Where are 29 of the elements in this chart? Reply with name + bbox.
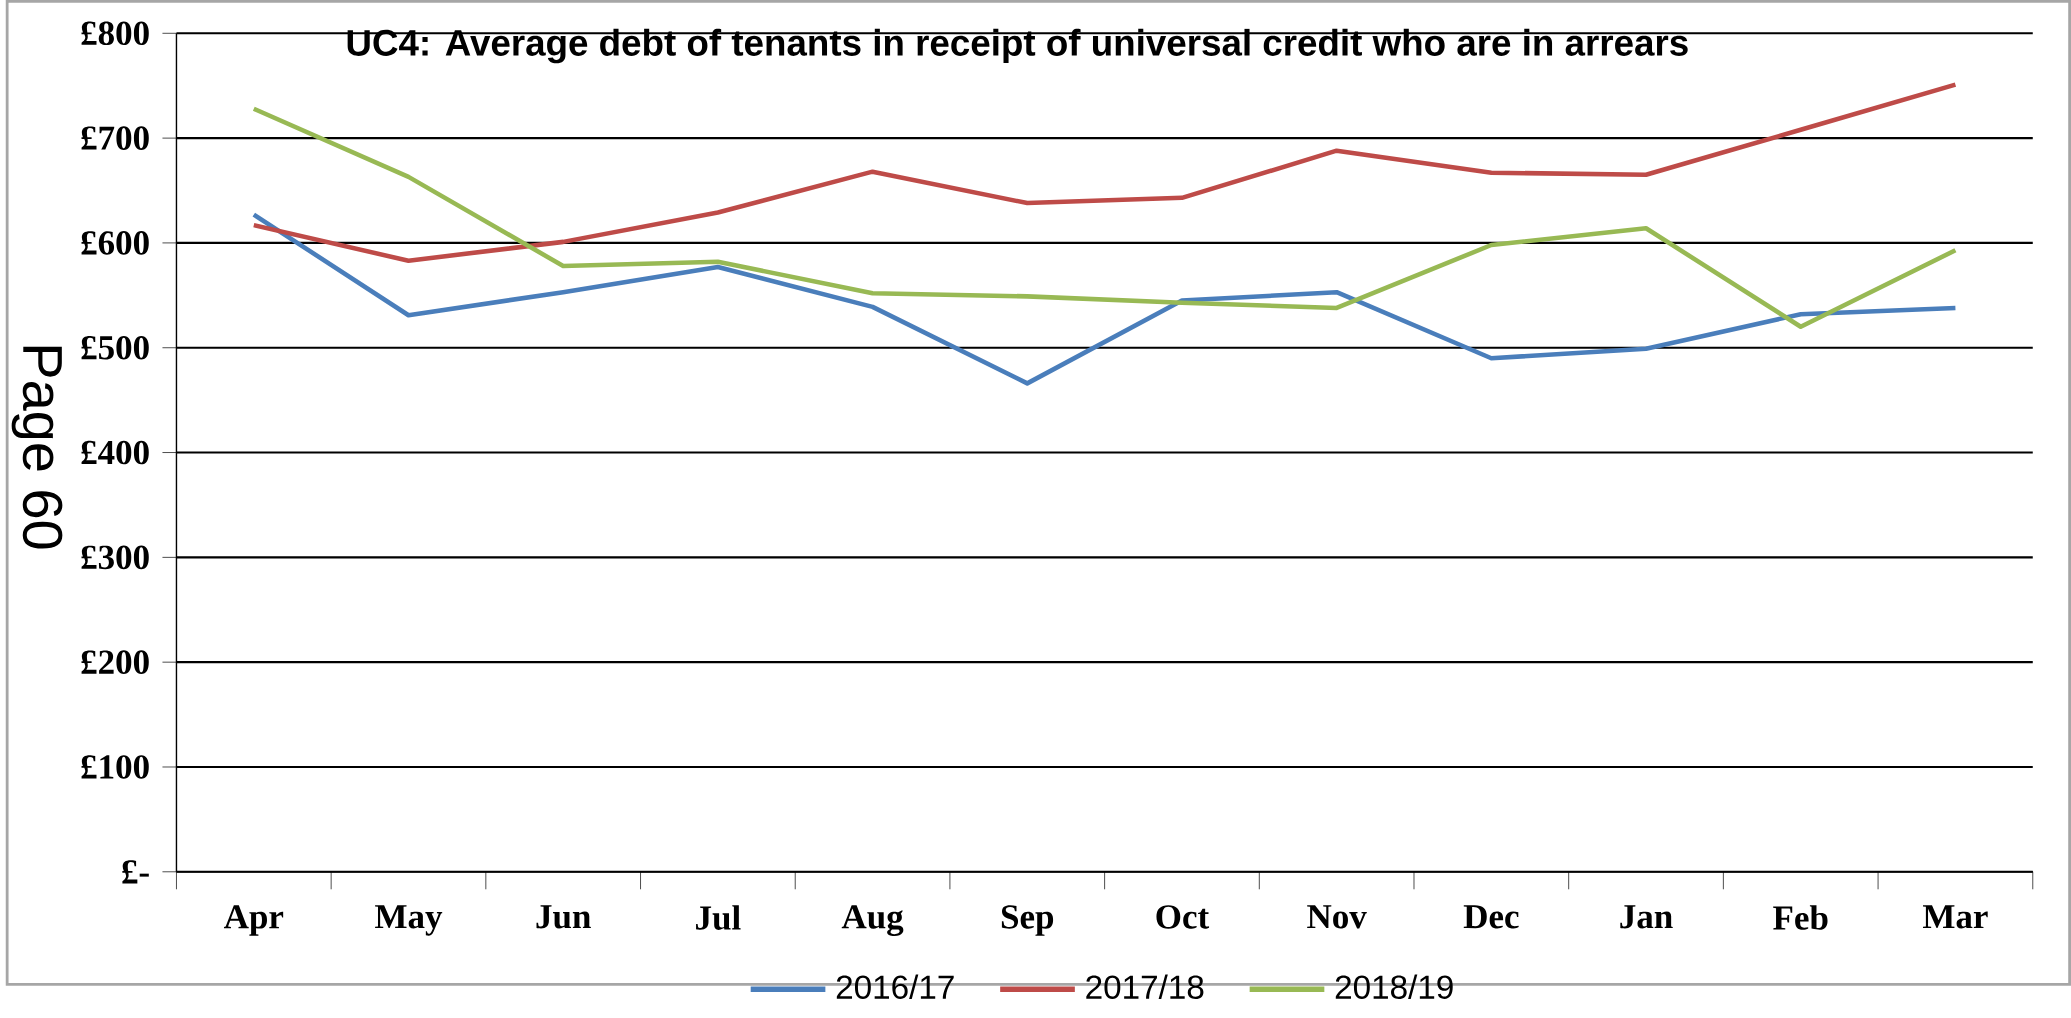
line-series	[251, 106, 1958, 330]
x-tick-label: Jan	[1620, 905, 1673, 929]
x-tick-label: Mar	[1922, 905, 1988, 929]
y-tick-label: £500	[81, 335, 149, 360]
x-tick-label: Nov	[1307, 905, 1367, 929]
x-tick-label: Jul	[696, 905, 741, 930]
y-tick-label: £200	[81, 650, 149, 675]
x-tick-label: Apr	[223, 905, 284, 936]
x-tick-label: Oct	[1156, 905, 1210, 929]
y-tick-label: £600	[81, 231, 149, 255]
y-tick-label: £-	[122, 860, 149, 884]
x-tick-label: May	[375, 905, 443, 936]
line-series	[251, 82, 1958, 264]
y-tick-label: £100	[81, 755, 149, 779]
chart-title: UC4: Average debt of tenants in receipt of universal credit who are in arrears	[347, 28, 1688, 64]
legend-label: 2018/19	[1335, 974, 1453, 1000]
legend-label: 2016/17	[836, 974, 954, 1000]
x-tick-label: Dec	[1463, 905, 1519, 929]
x-tick-label: Aug	[841, 905, 904, 937]
y-tick-label: £300	[81, 545, 149, 570]
legend-label: 2017/18	[1086, 974, 1204, 1000]
x-tick-label: Feb	[1773, 905, 1828, 930]
y-tick-label: £800	[81, 21, 149, 46]
x-tick-label: Sep	[1001, 905, 1054, 936]
line-series	[251, 212, 1958, 386]
text: Page 60	[11, 346, 63, 549]
x-tick-label: Jun	[536, 905, 591, 929]
y-tick-label: £700	[81, 126, 149, 150]
y-tick-label: £400	[81, 440, 149, 465]
